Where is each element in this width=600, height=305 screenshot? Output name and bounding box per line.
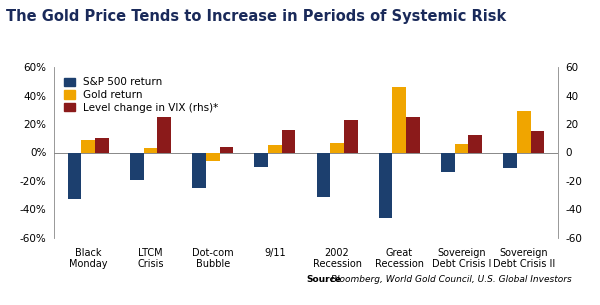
Bar [282, 130, 295, 152]
Bar [392, 87, 406, 152]
Bar [130, 152, 143, 180]
Bar [344, 120, 358, 152]
Bar [441, 152, 455, 172]
Legend: S&P 500 return, Gold return, Level change in VIX (rhs)*: S&P 500 return, Gold return, Level chang… [64, 77, 218, 113]
Bar [317, 152, 330, 197]
Bar [220, 147, 233, 152]
Bar [406, 117, 420, 152]
Bar [206, 152, 220, 161]
Bar [268, 145, 282, 152]
Text: : Bloomberg, World Gold Council, U.S. Global Investors: : Bloomberg, World Gold Council, U.S. Gl… [325, 275, 572, 285]
Bar [455, 144, 469, 152]
Bar [379, 152, 392, 218]
Bar [517, 111, 530, 152]
Text: The Gold Price Tends to Increase in Periods of Systemic Risk: The Gold Price Tends to Increase in Peri… [6, 9, 506, 24]
Bar [143, 148, 157, 152]
Bar [192, 152, 206, 188]
Bar [503, 152, 517, 168]
Bar [68, 152, 82, 199]
Bar [157, 117, 171, 152]
Bar [330, 142, 344, 152]
Bar [530, 131, 544, 152]
Bar [82, 140, 95, 152]
Bar [254, 152, 268, 167]
Text: Source: Source [306, 275, 341, 285]
Bar [95, 138, 109, 152]
Bar [469, 135, 482, 152]
